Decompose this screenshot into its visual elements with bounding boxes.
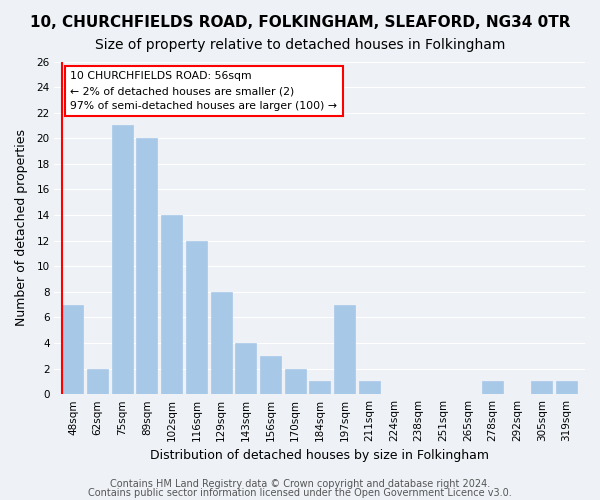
Bar: [186, 240, 207, 394]
Bar: [136, 138, 157, 394]
Bar: [260, 356, 281, 394]
Y-axis label: Number of detached properties: Number of detached properties: [15, 130, 28, 326]
Bar: [359, 382, 380, 394]
Bar: [211, 292, 232, 394]
Text: 10 CHURCHFIELDS ROAD: 56sqm
← 2% of detached houses are smaller (2)
97% of semi-: 10 CHURCHFIELDS ROAD: 56sqm ← 2% of deta…: [70, 72, 337, 111]
Bar: [161, 215, 182, 394]
Bar: [309, 382, 330, 394]
Bar: [532, 382, 553, 394]
Bar: [284, 368, 305, 394]
Bar: [556, 382, 577, 394]
Bar: [112, 126, 133, 394]
Text: Size of property relative to detached houses in Folkingham: Size of property relative to detached ho…: [95, 38, 505, 52]
X-axis label: Distribution of detached houses by size in Folkingham: Distribution of detached houses by size …: [150, 450, 489, 462]
Bar: [62, 304, 83, 394]
Bar: [87, 368, 108, 394]
Bar: [482, 382, 503, 394]
Text: Contains public sector information licensed under the Open Government Licence v3: Contains public sector information licen…: [88, 488, 512, 498]
Bar: [235, 343, 256, 394]
Bar: [334, 304, 355, 394]
Text: 10, CHURCHFIELDS ROAD, FOLKINGHAM, SLEAFORD, NG34 0TR: 10, CHURCHFIELDS ROAD, FOLKINGHAM, SLEAF…: [30, 15, 570, 30]
Text: Contains HM Land Registry data © Crown copyright and database right 2024.: Contains HM Land Registry data © Crown c…: [110, 479, 490, 489]
